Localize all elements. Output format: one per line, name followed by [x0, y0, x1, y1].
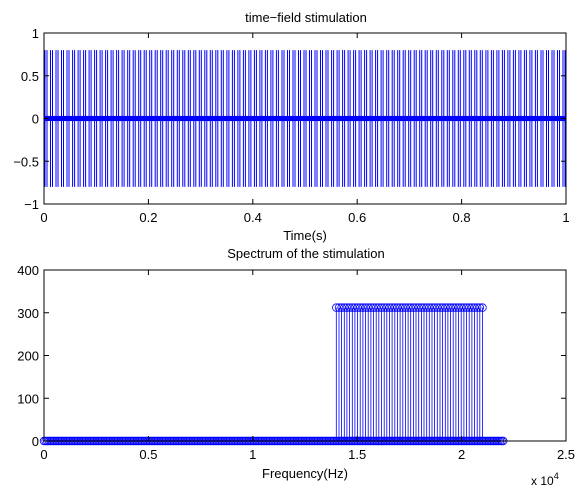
spectrum-plot: Spectrum of the stimulation 400300200100…: [17, 246, 575, 488]
spectrum-stem-marker: [478, 303, 487, 312]
time-plot-ytick-label: 0.5: [21, 69, 39, 84]
spectrum-x-multiplier-base: x 10: [531, 474, 554, 488]
spectrum-plot-x-ticks: 0 0.5 1 1.5 2 2.5: [40, 270, 575, 462]
time-plot-title: time−field stimulation: [245, 10, 367, 25]
spectrum-stem-series: [39, 303, 566, 446]
time-plot-xtick-label: 0.6: [348, 210, 366, 225]
spectrum-plot-xtick-label: 1: [249, 447, 256, 462]
time-plot: time−field stimulation 10.50−0.5−1 0 0.2 0…: [13, 10, 569, 243]
spectrum-x-multiplier-exponent: 4: [554, 471, 559, 481]
time-plot-xtick-label: 0: [40, 210, 47, 225]
time-plot-ytick-label: 0: [32, 112, 39, 127]
spectrum-stem-marker: [473, 303, 482, 312]
spectrum-plot-title: Spectrum of the stimulation: [227, 246, 385, 261]
spectrum-x-multiplier: x 104: [531, 471, 559, 488]
spectrum-plot-xtick-label: 0.5: [139, 447, 157, 462]
time-signal-baseline: [44, 115, 566, 122]
time-plot-ytick-label: −1: [24, 197, 39, 212]
spectrum-plot-ytick-label: 200: [17, 349, 39, 364]
time-signal-series: [44, 50, 566, 187]
time-plot-x-ticks: 0 0.2 0.4 0.6 0.8 1: [40, 33, 570, 225]
time-plot-xtick-label: 0.2: [139, 210, 157, 225]
spectrum-plot-ytick-label: 0: [32, 434, 39, 449]
time-plot-xtick-label: 0.8: [453, 210, 471, 225]
time-plot-ytick-label: 1: [32, 26, 39, 41]
spectrum-plot-xtick-label: 0: [40, 447, 47, 462]
spectrum-stem-marker: [475, 303, 484, 312]
spectrum-plot-ytick-label: 300: [17, 306, 39, 321]
time-plot-xtick-label: 0.4: [244, 210, 262, 225]
spectrum-plot-xtick-label: 2: [458, 447, 465, 462]
spectrum-plot-ytick-label: 400: [17, 263, 39, 278]
time-plot-xtick-label: 1: [562, 210, 569, 225]
spectrum-plot-xlabel: Frequency(Hz): [262, 466, 348, 481]
time-plot-ytick-label: −0.5: [13, 154, 39, 169]
spectrum-plot-axes-box: [43, 269, 567, 442]
spectrum-plot-y-ticks: 400 300 200 100 0: [17, 263, 566, 449]
time-plot-y-ticks: 1 0.5 0 −0.5 −1: [13, 26, 566, 212]
spectrum-plot-ytick-label: 100: [17, 391, 39, 406]
spectrum-plot-xtick-label: 1.5: [348, 447, 366, 462]
time-plot-xlabel: Time(s): [283, 228, 327, 243]
spectrum-plot-xtick-label: 2.5: [557, 447, 575, 462]
